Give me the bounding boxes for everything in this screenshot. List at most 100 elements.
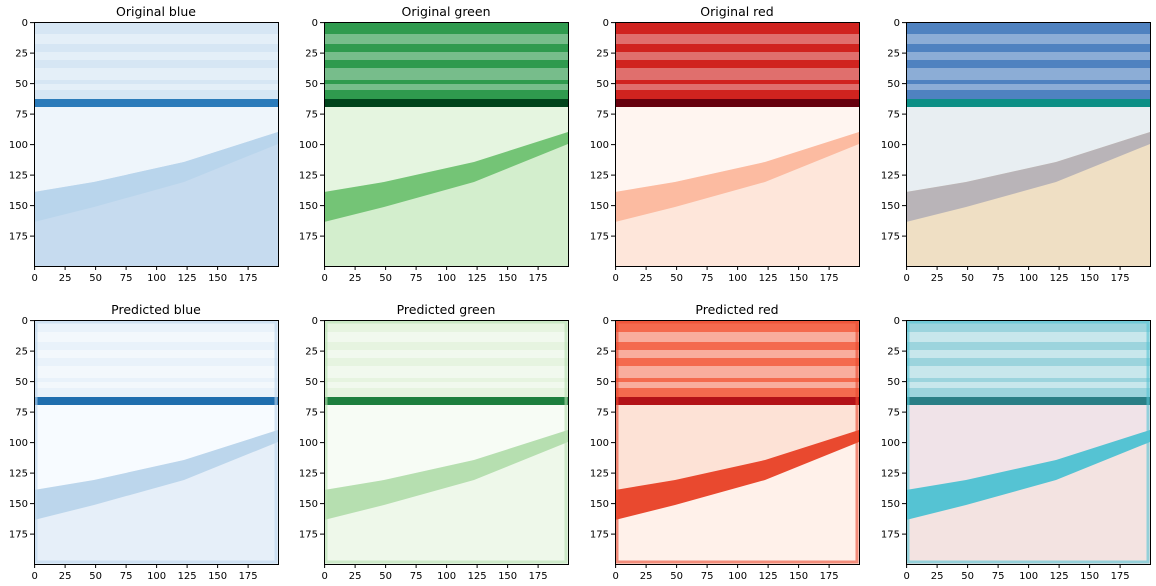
x-tick-label: 175: [239, 571, 258, 582]
sky-area: [324, 22, 568, 102]
x-tick-label: 100: [728, 273, 747, 284]
cloud-streak: [906, 382, 1150, 388]
y-tick-label: 175: [9, 530, 28, 541]
cloud-streak: [34, 350, 278, 358]
y-tick-label: 175: [881, 530, 900, 541]
x-tick-label: 100: [1019, 571, 1038, 582]
x-tick-label: 25: [931, 571, 944, 582]
sky-area: [34, 22, 278, 102]
x-tick-label: 125: [1050, 273, 1069, 284]
x-tick-label: 150: [1080, 273, 1099, 284]
x-tick-label: 100: [147, 273, 166, 284]
surf-zone: [34, 405, 278, 490]
x-tick-label: 150: [498, 571, 517, 582]
x-tick-label: 175: [820, 571, 839, 582]
y-tick-label: 25: [596, 49, 609, 60]
y-tick-label: 75: [305, 408, 318, 419]
shoreline: [906, 430, 1150, 520]
y-tick-label: 25: [15, 347, 28, 358]
y-tick-label: 0: [603, 18, 609, 29]
y-tick-label: 50: [15, 79, 28, 90]
cloud-streak: [324, 68, 568, 80]
y-tick-label: 175: [590, 530, 609, 541]
x-tick-label: 50: [670, 571, 683, 582]
cloud-streak: [906, 350, 1150, 358]
y-tick-label: 50: [305, 79, 318, 90]
panel-4: 0 25 50 75 100 125 150 175 0 25 50 75 100 125 150 175: [881, 18, 1151, 284]
y-tick-label: 100: [299, 140, 318, 151]
y-tick-label: 150: [299, 499, 318, 510]
x-tick-label: 0: [903, 571, 909, 582]
x-tick-label: 50: [379, 273, 392, 284]
y-tick-label: 100: [590, 140, 609, 151]
x-tick-label: 125: [178, 273, 197, 284]
y-tick-label: 100: [881, 140, 900, 151]
y-tick-label: 100: [299, 438, 318, 449]
y-tick-label: 175: [299, 530, 318, 541]
panel-7: Predicted red 0 25 50 75 100 125 150 175 0 25 50 75 1…: [590, 302, 860, 582]
shoreline: [34, 132, 278, 222]
y-tick-label: 125: [590, 171, 609, 182]
y-tick-label: 0: [894, 18, 900, 29]
x-tick-label: 25: [59, 273, 72, 284]
x-tick-label: 125: [759, 273, 778, 284]
y-tick-label: 50: [887, 79, 900, 90]
cloud-streak: [34, 332, 278, 342]
image-red-original: [615, 22, 859, 266]
sky-area: [906, 22, 1150, 102]
x-tick-label: 75: [992, 571, 1005, 582]
cloud-streak: [906, 34, 1150, 44]
x-tick-label: 175: [1111, 571, 1130, 582]
y-tick-label: 0: [603, 316, 609, 327]
y-tick-label: 150: [9, 499, 28, 510]
cloud-streak: [615, 350, 859, 358]
y-tick-label: 75: [887, 110, 900, 121]
cloud-streak: [34, 34, 278, 44]
cloud-streak: [906, 84, 1150, 90]
x-tick-label: 175: [820, 273, 839, 284]
cloud-streak: [34, 68, 278, 80]
y-tick-label: 75: [15, 110, 28, 121]
y-tick-label: 175: [299, 232, 318, 243]
panel-title: Original blue: [116, 4, 196, 19]
panel-title: Predicted green: [397, 302, 496, 317]
x-tick-label: 125: [1050, 571, 1069, 582]
cloud-streak: [906, 68, 1150, 80]
x-tick-label: 25: [349, 273, 362, 284]
surf-zone: [34, 107, 278, 192]
panel-title: Original red: [700, 4, 773, 19]
x-tick-label: 100: [437, 273, 456, 284]
image-green-predicted: [324, 320, 568, 564]
x-tick-label: 125: [178, 571, 197, 582]
cloud-streak: [324, 382, 568, 388]
y-tick-label: 0: [312, 18, 318, 29]
horizon-band: [324, 99, 568, 107]
sky-area: [324, 320, 568, 400]
x-tick-label: 25: [59, 571, 72, 582]
x-tick-label: 75: [120, 571, 133, 582]
x-tick-label: 50: [89, 273, 102, 284]
y-tick-label: 125: [9, 171, 28, 182]
x-tick-label: 125: [468, 273, 487, 284]
x-tick-label: 0: [321, 571, 327, 582]
cloud-streak: [324, 350, 568, 358]
y-tick-label: 150: [9, 201, 28, 212]
sky-area: [34, 320, 278, 400]
cloud-streak: [34, 366, 278, 378]
x-tick-label: 100: [437, 571, 456, 582]
y-tick-label: 125: [9, 469, 28, 480]
x-tick-label: 150: [1080, 571, 1099, 582]
x-tick-label: 75: [410, 571, 423, 582]
y-tick-label: 100: [9, 438, 28, 449]
y-tick-label: 100: [9, 140, 28, 151]
panel-title: Predicted red: [695, 302, 778, 317]
y-tick-label: 0: [22, 18, 28, 29]
image-green-original: [324, 22, 568, 266]
cloud-streak: [906, 366, 1150, 378]
surf-zone: [324, 107, 568, 192]
panel-title: Predicted blue: [111, 302, 201, 317]
x-tick-label: 150: [789, 571, 808, 582]
y-tick-label: 25: [596, 347, 609, 358]
horizon-band: [906, 99, 1150, 107]
y-tick-label: 50: [596, 377, 609, 388]
